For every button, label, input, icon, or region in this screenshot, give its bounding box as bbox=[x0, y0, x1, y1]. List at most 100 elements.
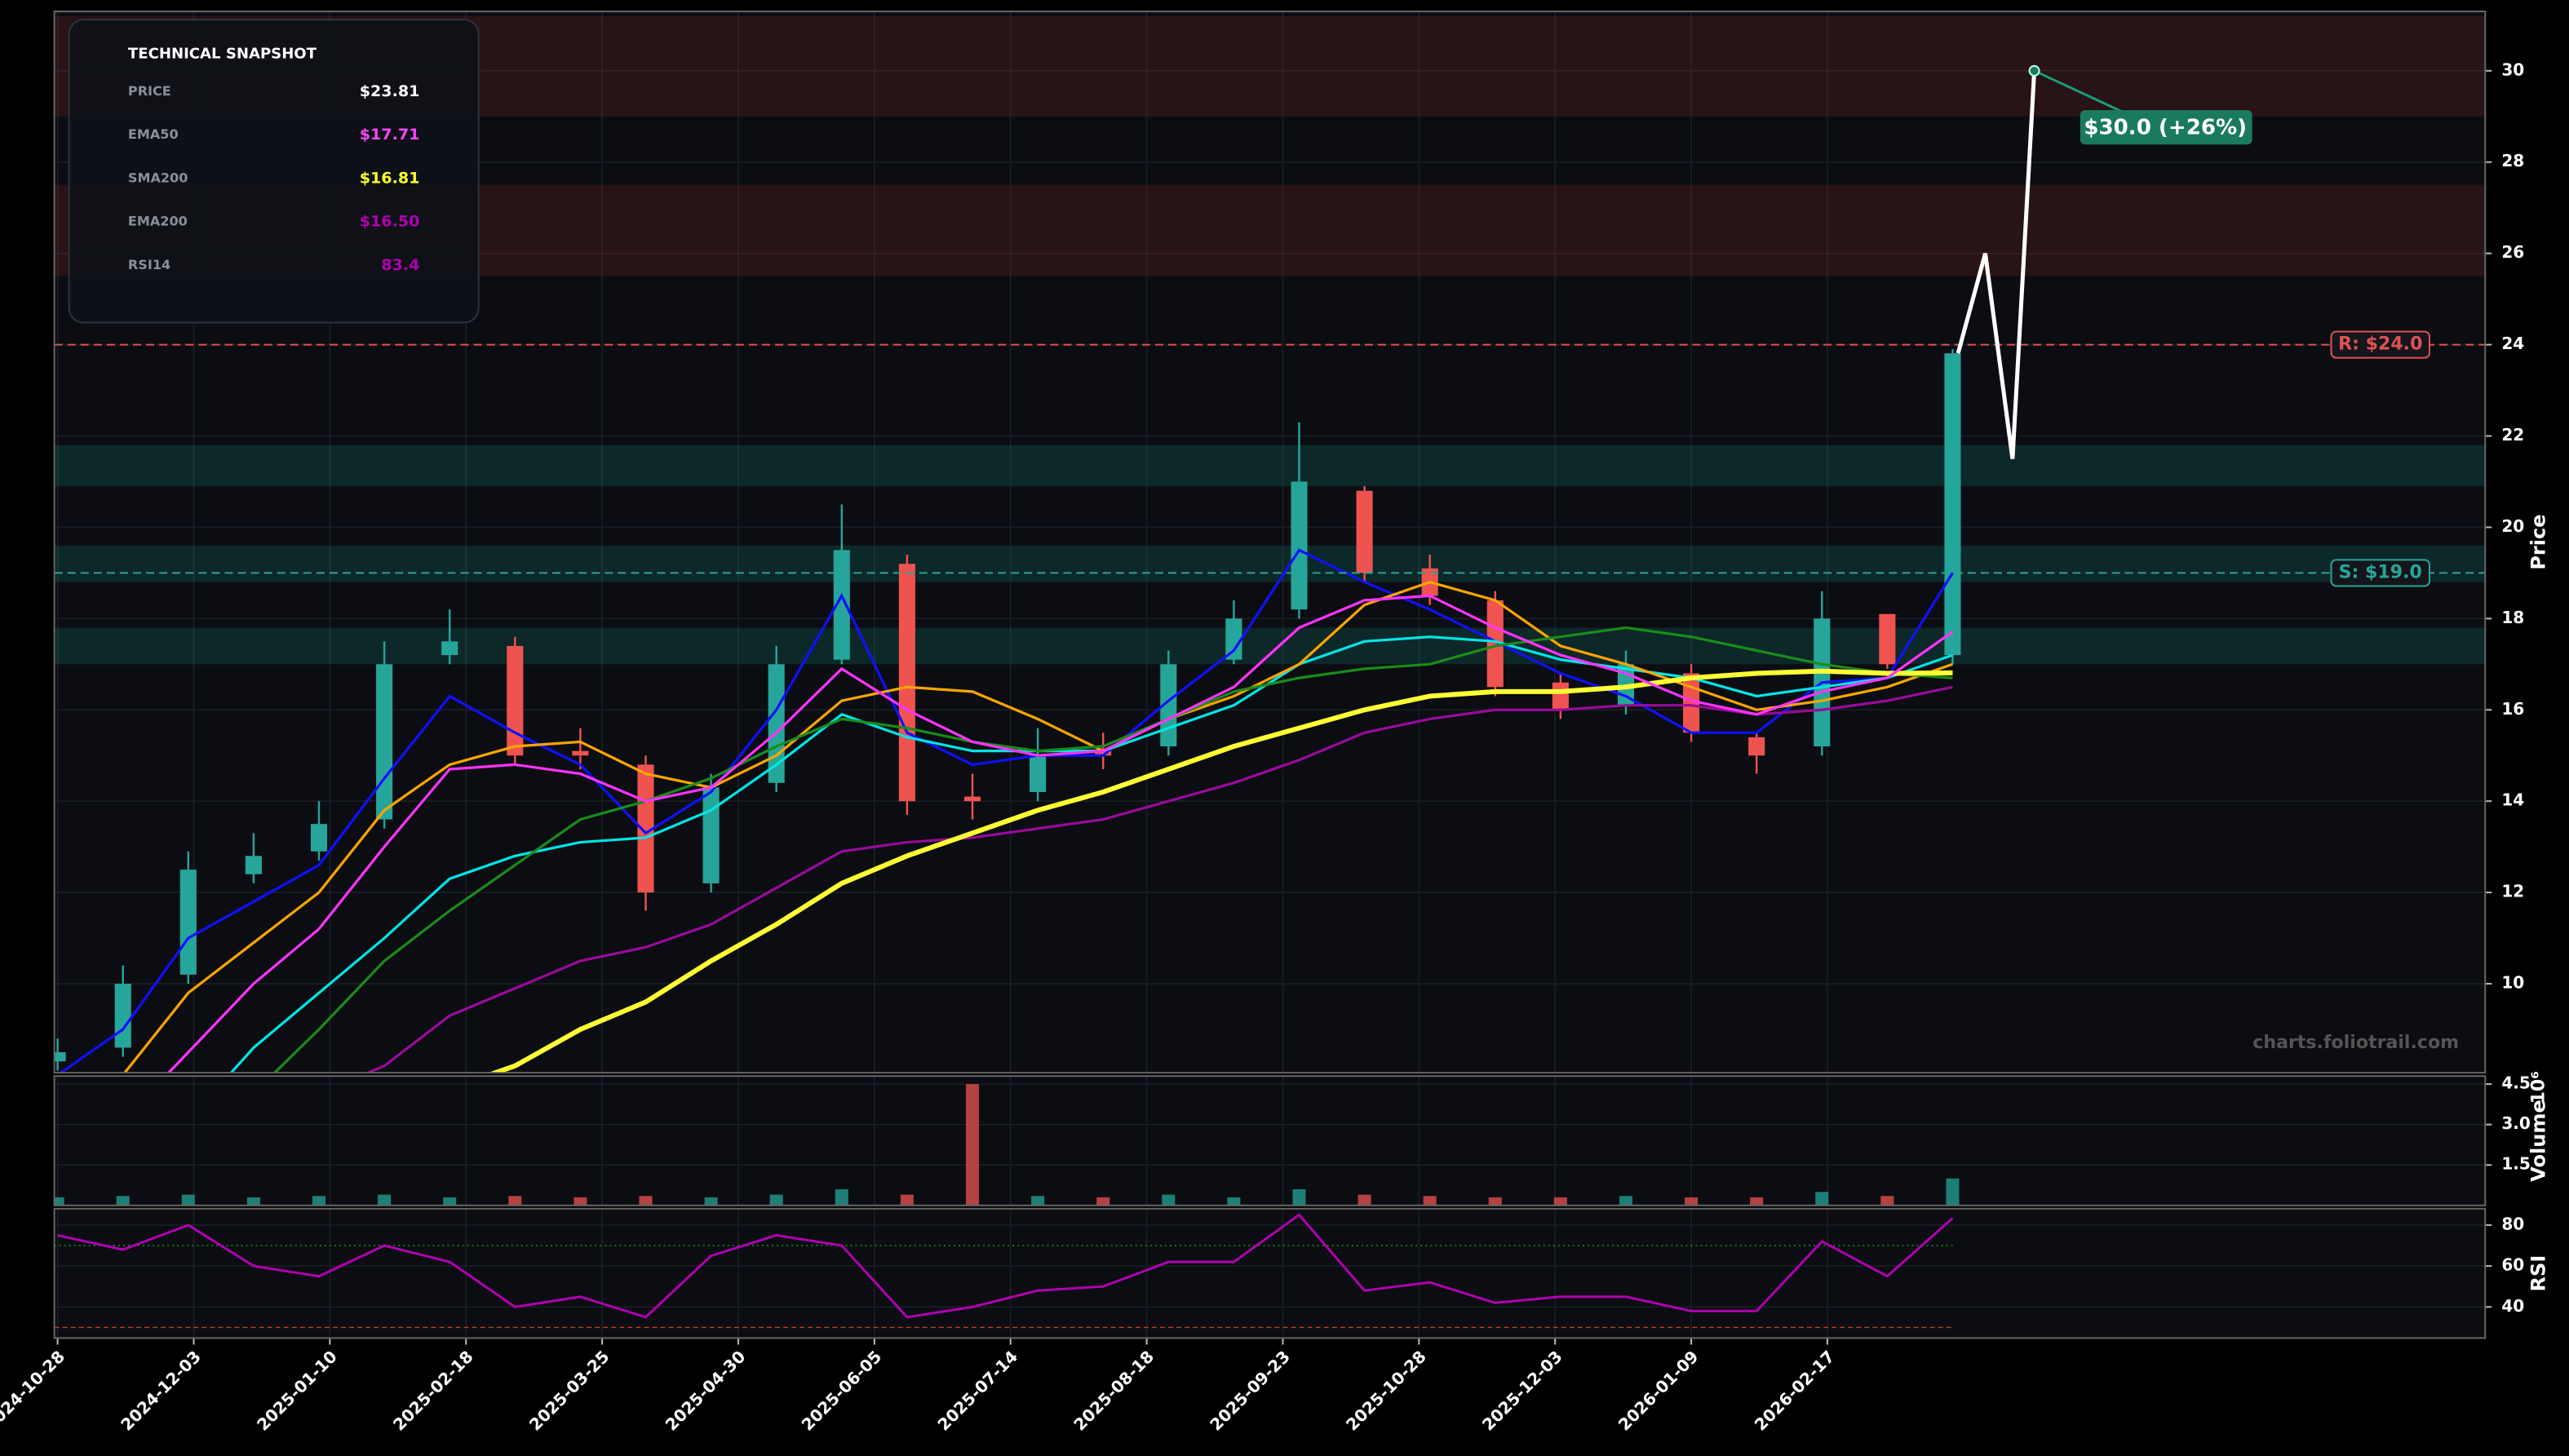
volume-bar bbox=[1031, 1196, 1045, 1206]
volume-bar bbox=[1815, 1192, 1829, 1206]
snapshot-value: 83.4 bbox=[381, 256, 419, 274]
level-label: R: $24.0 bbox=[2338, 334, 2422, 355]
candle-body bbox=[507, 645, 524, 756]
volume-bar bbox=[312, 1196, 326, 1206]
rsi-line bbox=[57, 1213, 1954, 1319]
zone bbox=[54, 545, 2486, 582]
indicator-line bbox=[488, 668, 1953, 1073]
indicator-line bbox=[229, 635, 1954, 1073]
y-tick-label: 1.5 bbox=[2501, 1154, 2531, 1174]
volume-bar bbox=[246, 1197, 260, 1206]
candle-body bbox=[833, 550, 850, 660]
zone bbox=[54, 627, 2486, 665]
volume-bar bbox=[574, 1197, 587, 1206]
y-tick-label: 10 bbox=[2501, 973, 2524, 993]
candle-body bbox=[54, 1051, 66, 1062]
plot-area bbox=[54, 1208, 2486, 1339]
volume-bar bbox=[1358, 1194, 1371, 1206]
y-tick-label: 20 bbox=[2501, 516, 2524, 536]
candle-body bbox=[963, 796, 981, 802]
candle-body bbox=[310, 824, 328, 852]
volume-bar bbox=[116, 1196, 130, 1206]
y-tick-label: 14 bbox=[2501, 790, 2524, 810]
snapshot-value: $17.71 bbox=[360, 126, 420, 144]
volume-bar bbox=[1685, 1197, 1699, 1206]
candle-body bbox=[898, 564, 915, 802]
y-tick-label: 80 bbox=[2501, 1214, 2524, 1233]
volume-bar bbox=[639, 1196, 653, 1206]
axis-offset-label: 10⁶ bbox=[2529, 1071, 2549, 1104]
indicator-line bbox=[122, 580, 1954, 1073]
y-tick-label: 26 bbox=[2501, 242, 2524, 262]
y-tick-label: 18 bbox=[2501, 608, 2524, 627]
volume-bar bbox=[769, 1194, 783, 1206]
snapshot-box bbox=[68, 19, 480, 324]
snapshot-label: EMA50 bbox=[128, 126, 179, 142]
volume-bar bbox=[1227, 1197, 1241, 1206]
y-tick-label: 30 bbox=[2501, 60, 2524, 79]
level-label-box bbox=[2330, 330, 2431, 359]
volume-bar bbox=[1488, 1197, 1502, 1206]
annotation: $30.0 (+26%) bbox=[2084, 116, 2247, 140]
snapshot-label: RSI14 bbox=[128, 257, 171, 272]
projection-line bbox=[1956, 70, 2037, 459]
candle-body bbox=[1486, 600, 1504, 688]
annotation-box bbox=[2080, 109, 2252, 145]
candle-body bbox=[245, 856, 262, 874]
indicator-line bbox=[272, 626, 1953, 1073]
y-axis-label: RSI bbox=[2527, 1255, 2550, 1292]
snapshot-value: $23.81 bbox=[360, 82, 420, 100]
volume-bar bbox=[378, 1194, 392, 1206]
y-tick-label: 3.0 bbox=[2501, 1113, 2531, 1133]
candle-body bbox=[1356, 490, 1373, 573]
y-tick-label: 40 bbox=[2501, 1296, 2524, 1316]
candle-body bbox=[441, 641, 458, 656]
zone bbox=[54, 445, 2486, 487]
plot-area bbox=[54, 1076, 2486, 1206]
indicator-line bbox=[58, 548, 1954, 1073]
candle-body bbox=[1030, 755, 1047, 792]
indicator-line bbox=[364, 685, 1953, 1073]
volume-bar bbox=[965, 1084, 980, 1206]
volume-bar bbox=[1096, 1197, 1110, 1206]
candle-body bbox=[572, 750, 589, 756]
candle-body bbox=[1748, 737, 1765, 756]
candle-body bbox=[376, 664, 393, 820]
candle-body bbox=[179, 870, 197, 975]
y-tick-label: 4.5 bbox=[2501, 1073, 2531, 1093]
candle-body bbox=[1225, 618, 1242, 660]
candle-body bbox=[1552, 682, 1569, 710]
indicator-line bbox=[166, 594, 1954, 1073]
volume-bar bbox=[1880, 1196, 1894, 1206]
candle-body bbox=[702, 787, 720, 883]
plot-area bbox=[54, 11, 2486, 1073]
volume-bar bbox=[443, 1197, 457, 1206]
snapshot-label: PRICE bbox=[128, 83, 171, 99]
volume-bar bbox=[835, 1188, 848, 1206]
panel-frame bbox=[53, 1075, 2487, 1206]
y-tick-label: 22 bbox=[2501, 425, 2524, 445]
volume-bar bbox=[54, 1197, 64, 1206]
candle-body bbox=[637, 764, 654, 893]
panel-frame bbox=[53, 11, 2487, 1074]
level-label-box bbox=[2330, 559, 2431, 587]
volume-bar bbox=[1553, 1197, 1567, 1206]
candle-body bbox=[1944, 353, 1961, 656]
snapshot-value: $16.50 bbox=[360, 213, 420, 231]
volume-bar bbox=[508, 1196, 522, 1206]
snapshot-label: SMA200 bbox=[128, 170, 188, 185]
watermark: charts.foliotrail.com bbox=[2252, 1033, 2459, 1053]
level-label: S: $19.0 bbox=[2339, 562, 2422, 582]
y-tick-label: 12 bbox=[2501, 882, 2524, 901]
y-axis-label: Volume bbox=[2527, 1100, 2550, 1182]
volume-bar bbox=[900, 1194, 914, 1206]
annotation-connector bbox=[2033, 69, 2130, 117]
y-tick-label: 28 bbox=[2501, 151, 2524, 170]
candle-body bbox=[114, 984, 131, 1048]
volume-bar bbox=[704, 1197, 718, 1206]
volume-bar bbox=[1292, 1188, 1306, 1206]
volume-bar bbox=[181, 1194, 195, 1206]
candle-body bbox=[1879, 613, 1896, 665]
volume-bar bbox=[1162, 1194, 1176, 1206]
